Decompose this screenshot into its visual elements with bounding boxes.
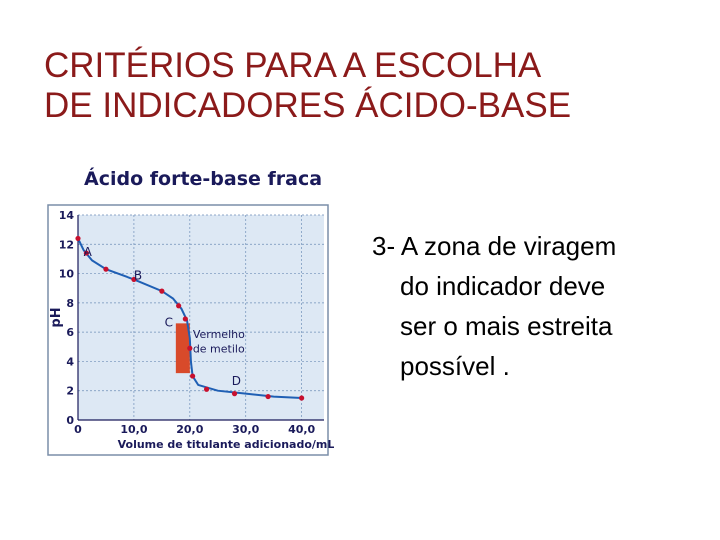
- y-tick-label: 6: [66, 326, 74, 339]
- data-point: [75, 235, 81, 242]
- indicator-zone-bar: [175, 323, 190, 374]
- data-point: [265, 393, 271, 400]
- y-tick-label: 12: [59, 238, 74, 251]
- x-tick-label: 0: [74, 423, 82, 436]
- data-point: [190, 373, 196, 379]
- y-axis-label: pH: [49, 307, 64, 327]
- data-markers: [75, 235, 305, 401]
- body-line-4: possível .: [400, 351, 510, 381]
- data-point: [231, 391, 238, 397]
- x-tick-label: 10,0: [120, 423, 147, 436]
- slide-body-text: 3- A zona de viragem do indicador deve s…: [372, 226, 702, 386]
- x-tick-label: 40,0: [288, 423, 315, 436]
- tick-labels: 0 2 4 6 8 10 12 14 0 10,0 20,0 30,0 40,0: [59, 209, 316, 436]
- point-label-a: A: [84, 245, 93, 259]
- slide-title-line-2: DE INDICADORES ÁCIDO-BASE: [44, 86, 572, 125]
- data-point: [203, 386, 210, 392]
- slide-title-line-1: CRITÉRIOS PARA A ESCOLHA: [44, 46, 542, 85]
- y-tick-label: 4: [66, 355, 74, 368]
- titration-chart: 0 2 4 6 8 10 12 14 0 10,0 20,0 30,0 40,0 Vermelho de…: [47, 204, 334, 456]
- x-axis-label: Volume de titulante adicionado/mL: [118, 438, 334, 451]
- body-line-3: ser o mais estreita: [400, 311, 613, 341]
- point-label-d: D: [232, 374, 241, 388]
- indicator-label-line-1: Vermelho: [193, 328, 245, 341]
- data-point: [299, 395, 305, 401]
- x-tick-label: 30,0: [232, 423, 259, 436]
- y-tick-label: 8: [66, 297, 74, 310]
- data-point: [131, 276, 137, 283]
- body-line-2: do indicador deve: [400, 271, 606, 301]
- data-point: [103, 266, 109, 272]
- grid-lines: [77, 214, 324, 421]
- x-tick-label: 20,0: [176, 423, 203, 436]
- data-point: [176, 303, 182, 309]
- slide-title: CRITÉRIOS PARA A ESCOLHA DE INDICADORES …: [44, 46, 684, 126]
- y-tick-label: 10: [59, 268, 75, 281]
- indicator-label-line-2: de metilo: [193, 343, 245, 356]
- data-point: [187, 345, 193, 351]
- data-point: [83, 250, 89, 256]
- data-point: [182, 316, 188, 322]
- body-line-1: 3- A zona de viragem: [372, 231, 617, 261]
- y-tick-label: 0: [66, 414, 74, 427]
- y-tick-label: 2: [66, 385, 74, 398]
- point-label-b: B: [134, 268, 142, 282]
- point-label-c: C: [165, 315, 173, 329]
- plot-area: [78, 215, 324, 420]
- chart-title: Ácido forte-base fraca: [84, 168, 323, 190]
- point-labels: A B C D: [84, 245, 241, 388]
- data-point: [159, 288, 165, 294]
- y-tick-label: 14: [59, 209, 75, 222]
